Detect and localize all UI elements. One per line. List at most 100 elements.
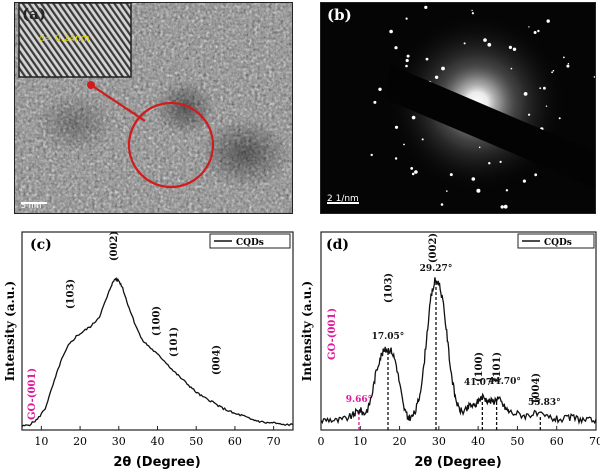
peak-annotation: 17.05° [372, 332, 405, 342]
peak-annotation: GO-(001) [27, 368, 38, 420]
peak-annotation: 29.27° [420, 264, 453, 274]
diffraction-spot [389, 29, 393, 34]
diffraction-spot [449, 173, 453, 177]
diffraction-spot [394, 46, 398, 50]
x-axis-label-d: 2θ (Degree) [414, 455, 501, 470]
peak-annotation: (101) [492, 352, 503, 382]
diffraction-spot [411, 115, 416, 120]
diffraction-spot [410, 167, 414, 170]
diffraction-spot [563, 56, 565, 59]
diffraction-spot [503, 204, 508, 209]
peak-annotation: (002) [428, 233, 439, 263]
diffraction-spot [424, 5, 428, 9]
peak-annotation: (100) [474, 352, 485, 382]
arrow-head-dot [87, 81, 95, 89]
diffraction-spot [471, 177, 476, 181]
diffraction-spot [539, 87, 542, 90]
series-line-cqds-d [320, 277, 597, 425]
diffraction-spot [370, 153, 373, 157]
diffraction-spot [471, 9, 473, 12]
legend-label: CQDs [236, 238, 264, 248]
diffraction-spot [528, 113, 531, 116]
diffraction-spot [446, 190, 448, 192]
peak-annotation: 41.07° [464, 378, 497, 388]
diffraction-spot [566, 64, 570, 68]
inset-spacing-label: d= 0.24nm [39, 34, 90, 44]
diffraction-spot [405, 58, 409, 63]
legend-label-d: CQDs [544, 238, 572, 248]
fringe-inset [18, 3, 132, 78]
xrd-chart-c: (c) CQDs (002) (103) (100) (101) (004) GO-(00… [3, 231, 294, 470]
x-axis-label: 2θ (Degree) [113, 455, 200, 470]
diffraction-spot [552, 69, 555, 72]
diffraction-spot [533, 31, 537, 34]
saed-pattern: 2 1/nm [321, 3, 595, 213]
diffraction-spot [528, 26, 530, 28]
diffraction-spot [558, 117, 561, 120]
diffraction-spot [373, 100, 377, 104]
x-tick-label: 20 [393, 435, 407, 448]
peak-annotation: (002) [109, 231, 120, 261]
saed-pattern-panel: 2 1/nm (b) [320, 2, 596, 214]
peak-annotation: (103) [384, 273, 395, 303]
diffraction-spot [510, 67, 513, 70]
diffraction-spot [499, 160, 502, 163]
diffraction-spot [476, 188, 481, 193]
diffraction-spot [394, 157, 398, 160]
plot-frame-d [320, 231, 597, 431]
diffraction-spot [440, 203, 444, 206]
diffraction-spot [545, 105, 548, 107]
xrd-chart-d: (d) CQDs (002)29.27° (103) 17.05° (100) (101… [300, 231, 600, 470]
diffraction-spot [551, 71, 553, 74]
diffraction-spot [441, 66, 445, 71]
diffraction-spot [483, 38, 487, 42]
diffraction-spot [546, 19, 550, 23]
diffraction-spot [403, 143, 405, 146]
diffraction-spot [405, 64, 408, 68]
x-tick-label: 70 [589, 435, 600, 448]
x-tick-label: 10 [34, 435, 48, 448]
legend-d: CQDs [517, 233, 595, 249]
y-axis-label-d: Intensity (a.u.) [300, 281, 314, 381]
diffraction-spot [471, 12, 474, 15]
x-tick-label: 50 [189, 435, 203, 448]
diffraction-spot [405, 17, 408, 20]
x-tick-label: 40 [151, 435, 165, 448]
peak-annotation: (004) [211, 345, 222, 375]
diffraction-spot [394, 125, 399, 129]
diffraction-spot [508, 45, 512, 50]
diffraction-spot [487, 42, 492, 47]
x-tick-label: 0 [318, 435, 325, 448]
panel-d-label: (d) [326, 237, 349, 253]
diffraction-spot [593, 76, 595, 78]
diffraction-spot [523, 92, 528, 96]
diffraction-spot [543, 86, 546, 90]
diffraction-spot [414, 170, 418, 174]
diffraction-spot [478, 146, 481, 149]
diffraction-spot [534, 173, 538, 177]
y-axis-label: Intensity (a.u.) [3, 281, 17, 381]
highlight-circle [127, 101, 215, 189]
x-tick-label: 10 [353, 435, 367, 448]
hrtem-image-panel: d= 0.24nm 5 nm (a) [14, 2, 293, 214]
x-tick-label: 60 [550, 435, 564, 448]
panel-b-label: (b) [327, 6, 352, 24]
diffraction-spot [434, 75, 439, 80]
x-tick-label: 30 [432, 435, 446, 448]
peak-annotation: GO-(001) [327, 308, 338, 360]
peak-annotation: (101) [169, 327, 180, 357]
diffraction-spot [463, 42, 466, 45]
peak-annotation: 9.66° [346, 395, 372, 405]
legend: CQDs [209, 233, 291, 249]
diffraction-spot [406, 54, 410, 58]
beam-stopper [385, 65, 595, 189]
x-tick-label: 20 [73, 435, 87, 448]
diffraction-spot [421, 138, 424, 141]
peak-annotation: 55.83° [528, 398, 561, 408]
x-tick-label: 70 [267, 435, 281, 448]
peak-annotation: (004) [531, 373, 542, 403]
diffraction-spot [411, 172, 415, 176]
diffraction-spot [378, 87, 382, 92]
callout-arrow [90, 84, 146, 122]
x-tick-label: 60 [228, 435, 242, 448]
